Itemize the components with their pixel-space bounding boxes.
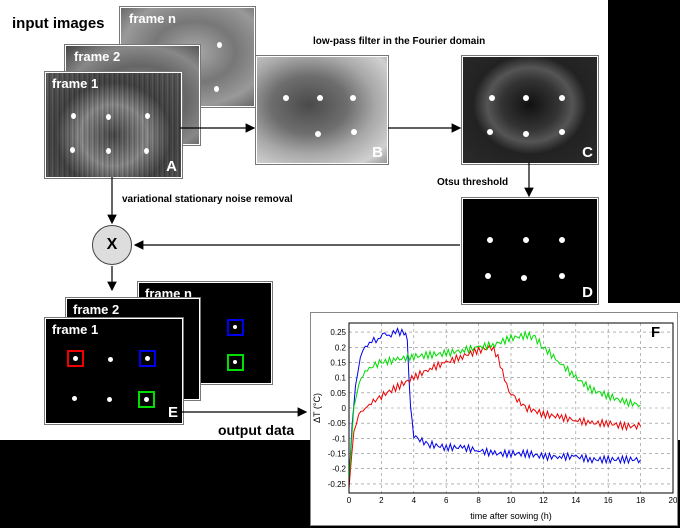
series-line-green [348,330,641,482]
spot [233,325,237,329]
x-tick-label: 6 [444,496,449,505]
input-frame-1-panel-A: frame 1 A [44,71,183,179]
x-tick-label: 0 [347,496,352,505]
output-data-label: output data [218,422,295,438]
right-black-strip [608,0,680,303]
spot [107,397,112,402]
panel-C-filtered-image: C [461,55,599,165]
x-axis-label: time after sowing (h) [470,511,552,521]
x-tick-label: 16 [604,496,613,505]
variational-label: variational stationary noise removal [122,194,293,205]
x-tick-label: 8 [476,496,481,505]
x-tick-label: 18 [636,496,645,505]
spot [315,131,321,137]
output-frame-2-label: frame 2 [73,302,120,317]
output-frame-1-label: frame 1 [52,322,99,337]
y-tick-label: 0 [342,404,347,413]
blue-roi-box [227,319,244,336]
x-tick-label: 14 [571,496,580,505]
spot [559,273,565,279]
spot [351,129,357,135]
x-tick-label: 20 [669,496,677,505]
y-tick-label: 0.1 [335,374,347,383]
spot [145,356,150,361]
series-line-blue [348,327,642,484]
spot [350,95,356,101]
spot [217,42,222,48]
x-tick-label: 2 [379,496,384,505]
temperature-chart: 0 2 4 6 8 10 12 14 16 18 20 0.25 0.2 0.15 0.1 0.05 0 -0.0… [312,322,678,521]
x-tick-label: 4 [412,496,417,505]
panel-label-A: A [166,158,177,175]
y-tick-label: 0.15 [330,358,346,367]
y-tick-label: -0.05 [328,419,347,428]
spot [108,357,113,362]
y-tick-label: 0.2 [335,343,347,352]
spot [487,129,493,135]
spot [144,397,149,402]
panel-label-E: E [167,404,178,421]
green-roi-box [138,391,155,408]
spot [559,95,565,101]
spot [489,95,495,101]
blue-roi-box [139,350,156,367]
y-tick-label: 0.05 [330,389,346,398]
spot [71,113,76,119]
spot [145,113,150,119]
frame-n-label: frame n [129,11,176,26]
spot [559,237,565,243]
spot [72,396,77,401]
panel-B-lowpass-image: B [255,55,389,165]
spot [487,237,493,243]
spot [283,95,289,101]
series-line-red [348,344,642,489]
spot [214,86,219,92]
green-roi-box [227,354,244,371]
frame-1-label: frame 1 [52,76,99,91]
spot [106,148,111,154]
panel-label-D: D [582,284,593,301]
y-tick-label: -0.1 [332,434,346,443]
output-frame-n-label: frame n [145,286,192,301]
frame-2-label: frame 2 [74,49,121,64]
y-tick-label: -0.25 [328,480,347,489]
y-tick-label: -0.2 [332,465,346,474]
spot [106,114,111,120]
red-roi-box [67,350,84,367]
spot [144,148,149,154]
spot [73,356,78,361]
spot [70,147,75,153]
x-tick-label: 10 [507,496,516,505]
spot [523,131,529,137]
lowpass-label: low-pass filter in the Fourier domain [313,36,486,47]
y-tick-label: -0.15 [328,450,347,459]
x-tick-label: 12 [539,496,548,505]
input-images-title: input images [12,15,105,32]
spot [521,275,527,281]
spot [233,360,237,364]
spot [317,95,323,101]
panel-label-B: B [372,144,383,161]
output-frame-1-panel-E: frame 1 E [44,317,184,425]
spot [485,273,491,279]
y-axis-label: ΔT (°C) [312,393,322,423]
panel-label-C: C [582,144,593,161]
panel-label-F: F [651,324,660,341]
y-tick-label: 0.25 [330,328,346,337]
spot [559,129,565,135]
spot [523,237,529,243]
panel-F-chart: 0 2 4 6 8 10 12 14 16 18 20 0.25 0.2 0.15 0.1 0.05 0 -0.0… [310,312,678,526]
otsu-label: Otsu threshold [437,177,509,188]
multiply-symbol: X [106,236,118,253]
plot-frame [348,322,674,494]
spot [523,95,529,101]
multiply-node: X [92,225,132,265]
panel-D-threshold-mask: D [461,197,599,305]
